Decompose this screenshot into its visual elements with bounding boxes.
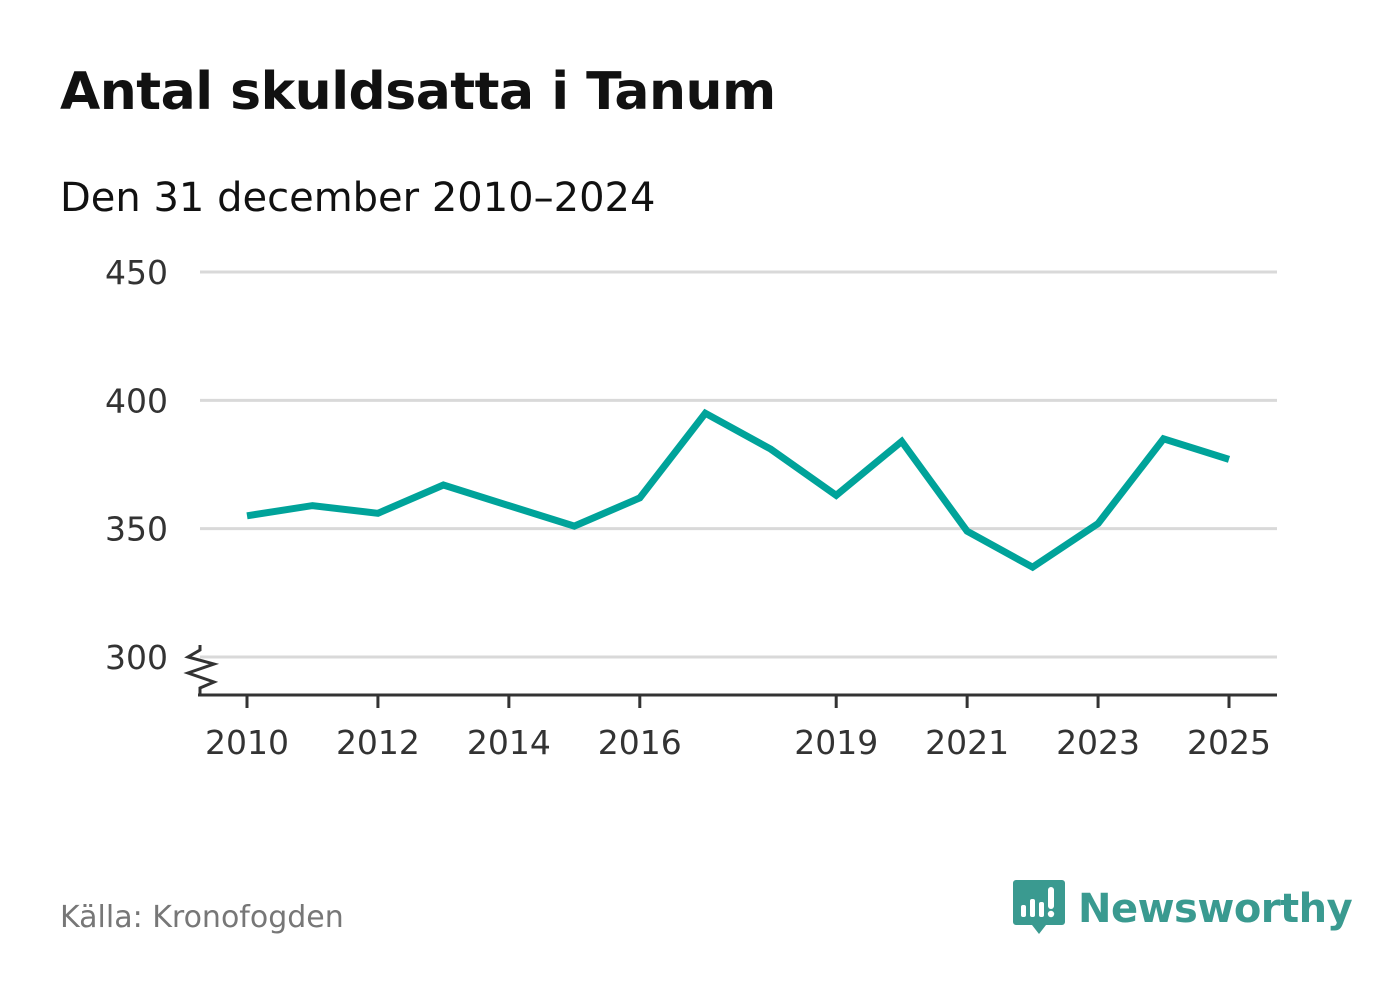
brand-name: Newsworthy [1078,886,1353,932]
data-point [898,438,905,445]
data-point [309,502,316,509]
x-tick-label: 2012 [336,723,420,762]
data-point [571,523,578,530]
x-tick-label: 2025 [1187,723,1271,762]
x-tick-label: 2023 [1056,723,1140,762]
data-point [244,512,251,519]
x-tick-label: 2010 [205,723,289,762]
series-layer [244,408,1233,572]
source-note: Källa: Kronofogden [60,900,344,935]
data-point [964,528,971,535]
x-axis [183,645,1277,697]
data-point [702,410,709,417]
data-point [374,510,381,517]
y-axis-ticks: 300 350 400 450 [105,253,168,677]
data-point [1029,564,1036,571]
brand-logo: Newsworthy [1012,878,1353,940]
data-point [1226,456,1233,463]
chart-subtitle: Den 31 december 2010–2024 [60,175,656,221]
data-point [833,492,840,499]
data-point [440,482,447,489]
axis-break-zigzag-icon [183,645,220,695]
y-tick-label: 300 [105,638,168,677]
data-point [1160,435,1167,442]
gridlines [200,270,1277,659]
series-line-0 [246,408,1231,572]
bar-chart-speech-bubble-icon [1013,880,1065,934]
x-tick-label: 2014 [467,723,551,762]
data-point [767,446,774,453]
chart-title: Antal skuldsatta i Tanum [60,62,776,122]
data-point [505,502,512,509]
y-tick-label: 400 [105,381,168,420]
x-tick-label: 2016 [598,723,682,762]
data-point [1095,520,1102,527]
x-axis-ticks: 2010 2012 2014 2016 2019 2021 2023 2025 [205,695,1271,762]
data-point [636,494,643,501]
x-tick-label: 2021 [925,723,1009,762]
y-tick-label: 450 [105,253,168,292]
x-tick-label: 2019 [794,723,878,762]
y-tick-label: 350 [105,510,168,549]
